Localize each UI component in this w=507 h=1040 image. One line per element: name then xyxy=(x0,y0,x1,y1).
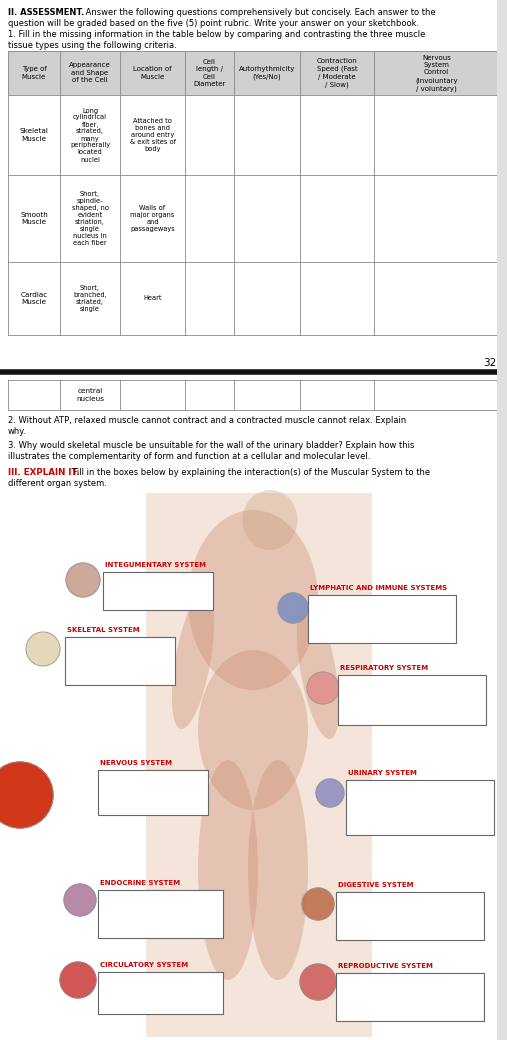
Text: tissue types using the following criteria.: tissue types using the following criteri… xyxy=(8,41,177,50)
Bar xyxy=(65,636,175,685)
Bar xyxy=(346,780,494,835)
Text: Smooth
Muscle: Smooth Muscle xyxy=(20,212,48,226)
Text: 32: 32 xyxy=(483,358,496,368)
Text: Walls of
major organs
and
passageways: Walls of major organs and passageways xyxy=(130,205,175,232)
Text: INTEGUMENTARY SYSTEM: INTEGUMENTARY SYSTEM xyxy=(105,562,206,568)
Circle shape xyxy=(0,762,53,828)
Ellipse shape xyxy=(172,591,214,729)
Bar xyxy=(338,675,486,725)
Text: Type of
Muscle: Type of Muscle xyxy=(22,67,47,80)
Text: central
nucleus: central nucleus xyxy=(76,388,104,401)
Ellipse shape xyxy=(188,510,318,690)
Text: Answer the following questions comprehensively but concisely. Each answer to the: Answer the following questions comprehen… xyxy=(83,8,436,17)
Bar xyxy=(98,972,223,1014)
Ellipse shape xyxy=(242,490,298,550)
Text: question will be graded based on the five (5) point rubric. Write your answer on: question will be graded based on the fiv… xyxy=(8,19,419,28)
Text: Attached to
bones and
around entry
& exit sites of
body: Attached to bones and around entry & exi… xyxy=(129,118,175,152)
Text: Location of
Muscle: Location of Muscle xyxy=(133,67,172,80)
Text: Cardiac
Muscle: Cardiac Muscle xyxy=(20,292,48,306)
Text: REPRODUCTIVE SYSTEM: REPRODUCTIVE SYSTEM xyxy=(338,963,433,969)
Circle shape xyxy=(64,884,96,916)
Text: DIGESTIVE SYSTEM: DIGESTIVE SYSTEM xyxy=(338,882,414,888)
Text: Long
cylindrical
fiber,
striated,
many
peripherally
located
nuclei: Long cylindrical fiber, striated, many p… xyxy=(70,107,110,162)
Text: Short,
branched,
striated,
single: Short, branched, striated, single xyxy=(73,285,107,312)
Text: why.: why. xyxy=(8,427,27,436)
Text: RESPIRATORY SYSTEM: RESPIRATORY SYSTEM xyxy=(340,665,428,671)
Circle shape xyxy=(66,563,100,597)
Circle shape xyxy=(302,888,334,920)
Text: 1. Fill in the missing information in the table below by comparing and contrasti: 1. Fill in the missing information in th… xyxy=(8,30,425,38)
Text: LYMPHATIC AND IMMUNE SYSTEMS: LYMPHATIC AND IMMUNE SYSTEMS xyxy=(310,584,447,591)
Circle shape xyxy=(316,779,344,807)
Text: SKELETAL SYSTEM: SKELETAL SYSTEM xyxy=(67,627,139,633)
Circle shape xyxy=(60,962,96,998)
Text: Skeletal
Muscle: Skeletal Muscle xyxy=(20,128,49,141)
Text: Fill in the boxes below by explaining the interaction(s) of the Muscular System : Fill in the boxes below by explaining th… xyxy=(70,468,430,477)
Text: Heart: Heart xyxy=(143,295,162,302)
Text: illustrates the complementarity of form and function at a cellular and molecular: illustrates the complementarity of form … xyxy=(8,452,371,461)
Text: 3. Why would skeletal muscle be unsuitable for the wall of the urinary bladder? : 3. Why would skeletal muscle be unsuitab… xyxy=(8,441,414,450)
Text: Nervous
System
Control
(involuntary
/ voluntary): Nervous System Control (involuntary / vo… xyxy=(415,54,458,92)
Circle shape xyxy=(278,593,308,623)
Ellipse shape xyxy=(248,760,308,980)
Bar xyxy=(308,595,456,643)
Text: 2. Without ATP, relaxed muscle cannot contract and a contracted muscle cannot re: 2. Without ATP, relaxed muscle cannot co… xyxy=(8,416,406,425)
Bar xyxy=(497,0,507,1040)
Ellipse shape xyxy=(297,601,339,739)
Bar xyxy=(8,51,499,95)
Circle shape xyxy=(307,672,339,704)
Bar xyxy=(98,890,223,938)
Text: different organ system.: different organ system. xyxy=(8,479,107,488)
Ellipse shape xyxy=(198,650,308,810)
Text: Cell
length /
Cell
Diameter: Cell length / Cell Diameter xyxy=(193,58,226,87)
Text: ENDOCRINE SYSTEM: ENDOCRINE SYSTEM xyxy=(100,880,180,886)
Text: III. EXPLAIN IT.: III. EXPLAIN IT. xyxy=(8,468,80,477)
Text: Contraction
Speed (Fast
/ Moderate
/ Slow): Contraction Speed (Fast / Moderate / Slo… xyxy=(317,58,357,87)
Bar xyxy=(98,770,208,815)
Bar xyxy=(336,892,484,940)
Text: Autorhythmicity
(Yes/No): Autorhythmicity (Yes/No) xyxy=(239,66,295,80)
Circle shape xyxy=(300,964,336,1000)
Text: NERVOUS SYSTEM: NERVOUS SYSTEM xyxy=(100,760,172,766)
Bar xyxy=(336,973,484,1021)
Text: II. ASSESSMENT.: II. ASSESSMENT. xyxy=(8,8,84,17)
Circle shape xyxy=(26,632,60,666)
Text: CIRCULATORY SYSTEM: CIRCULATORY SYSTEM xyxy=(100,962,188,968)
FancyBboxPatch shape xyxy=(146,493,372,1037)
Text: Appearance
and Shape
of the Cell: Appearance and Shape of the Cell xyxy=(69,62,111,83)
Text: URINARY SYSTEM: URINARY SYSTEM xyxy=(348,770,417,776)
Bar xyxy=(103,572,213,610)
Ellipse shape xyxy=(198,760,258,980)
Text: Short,
spindle-
shaped, no
evident
striation,
single
nucleus in
each fiber: Short, spindle- shaped, no evident stria… xyxy=(71,191,108,246)
